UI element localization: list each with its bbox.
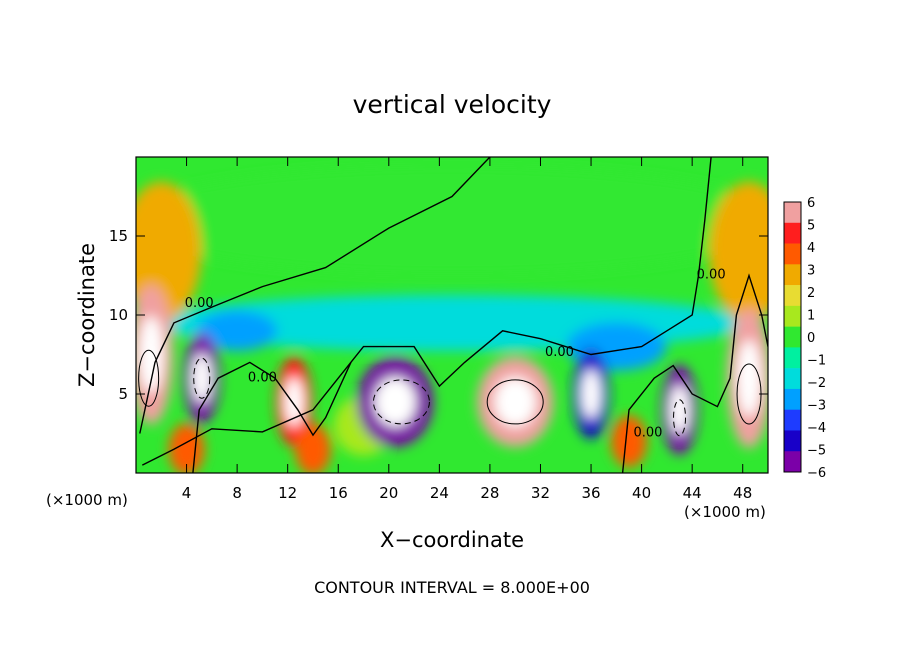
colorbar-swatch <box>784 409 801 431</box>
y-tick-label: 10 <box>109 306 128 324</box>
cell-downdraft-1-core <box>191 353 212 403</box>
colorbar-swatch <box>784 388 801 410</box>
colorbar-tick-label: 1 <box>807 309 815 324</box>
x-tick-label: 36 <box>581 484 600 502</box>
negative-contour-2 <box>193 357 211 399</box>
colorbar-tick-label: 5 <box>807 219 815 234</box>
contour-label: 0.00 <box>248 370 277 385</box>
colorbar-tick-label: −4 <box>807 421 826 436</box>
x-tick-label: 8 <box>232 484 242 502</box>
colorbar-frame <box>783 201 802 473</box>
cell-updraft-5 <box>610 415 647 468</box>
y-tick-label: 5 <box>118 385 128 403</box>
contour-label: 0.00 <box>545 345 574 360</box>
negative-contour-1 <box>372 379 430 425</box>
negative-contour-3 <box>673 399 687 437</box>
colorbar-tick-label: 6 <box>807 196 815 211</box>
shallow-cool-1 <box>197 310 278 351</box>
colorbar-swatch <box>784 451 801 473</box>
cell-updraft-2 <box>168 423 205 473</box>
cell-updraft-right-edge-core <box>736 339 762 417</box>
plot-area: 0.00 0.00 0.00 0.00 0.00 <box>136 157 768 473</box>
colorbar-swatch <box>784 368 801 390</box>
colorbar-tick-label: −5 <box>807 444 826 459</box>
contour-label: 0.00 <box>633 426 662 441</box>
x-tick-label: 44 <box>683 484 702 502</box>
positive-contour-1 <box>486 379 544 425</box>
x-tick-label: 12 <box>278 484 297 502</box>
cell-downdraft-3-core <box>581 369 601 419</box>
colorbar-swatch <box>784 202 801 224</box>
colorbar-tick-label: 0 <box>807 331 815 346</box>
x-tick-label: 40 <box>632 484 651 502</box>
colorbar-swatch <box>784 243 801 265</box>
cell-updraft-3 <box>294 423 331 473</box>
cell-updraft-1-core <box>284 377 304 427</box>
colorbar-tick-label: 3 <box>807 264 815 279</box>
colorbar-swatch <box>784 430 801 452</box>
right-upper-warm <box>709 181 768 322</box>
cell-downdraft-2-core <box>374 377 417 427</box>
colorbar-tick-label: −2 <box>807 376 826 391</box>
x-tick-label: 4 <box>182 484 192 502</box>
chart-title: vertical velocity <box>353 90 552 119</box>
x-tick-label: 24 <box>430 484 449 502</box>
colorbar-swatch <box>784 222 801 244</box>
positive-contour-2 <box>138 349 160 407</box>
x-unit-left: (×1000 m) <box>46 491 128 509</box>
y-tick-label: 15 <box>109 227 128 245</box>
x-tick-label: 20 <box>379 484 398 502</box>
x-tick-label: 32 <box>531 484 550 502</box>
cell-downdraft-4-core <box>669 385 690 435</box>
y-axis-title: Z−coordinate <box>75 243 99 387</box>
contour-interval-note: CONTOUR INTERVAL = 8.000E+00 <box>314 578 590 597</box>
colorbar-swatch <box>784 285 801 307</box>
colorbar-tick-label: −3 <box>807 399 826 414</box>
x-tick-label: 48 <box>733 484 752 502</box>
colorbar-swatch <box>784 305 801 327</box>
contour-line-1 <box>139 157 491 434</box>
colorbar-tick-label: −1 <box>807 354 826 369</box>
x-tick-label: 16 <box>329 484 348 502</box>
colorbar: 6 5 4 3 2 1 0 −1 −2 −3 −4 −5 −6 <box>783 196 826 481</box>
cell-updraft-4-core <box>494 377 537 427</box>
contour-line-3 <box>192 361 352 473</box>
colorbar-swatch <box>784 347 801 369</box>
x-axis-title: X−coordinate <box>380 528 524 552</box>
colorbar-tick-label: 4 <box>807 241 815 256</box>
colorbar-swatch <box>784 326 801 348</box>
contour-label: 0.00 <box>697 268 726 283</box>
colorbar-tick-label: 2 <box>807 286 815 301</box>
cell-updraft-left-edge-core <box>139 316 164 393</box>
contour-line-2 <box>141 157 712 466</box>
contour-label: 0.00 <box>185 296 214 311</box>
colorbar-tick-label: −6 <box>807 466 826 481</box>
upper-layer-shade <box>136 165 768 276</box>
contour-line-4 <box>621 273 768 473</box>
colorbar-swatch <box>784 264 801 286</box>
x-tick-label: 28 <box>480 484 499 502</box>
x-unit-right: (×1000 m) <box>684 503 766 521</box>
